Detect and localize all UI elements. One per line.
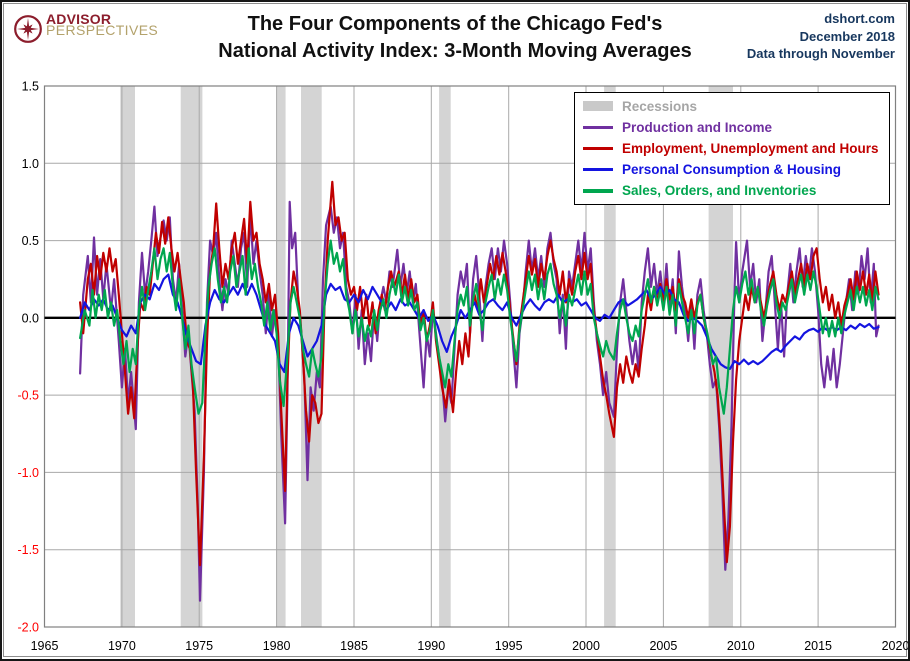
source-block: dshort.com December 2018 Data through No… xyxy=(747,10,895,63)
x-tick-label: 1995 xyxy=(495,639,523,653)
production-line-swatch xyxy=(583,125,613,130)
y-tick-label: -0.5 xyxy=(17,389,39,403)
x-tick-label: 1970 xyxy=(108,639,136,653)
x-tick-label: 1990 xyxy=(417,639,445,653)
recession-swatch xyxy=(583,101,613,112)
y-tick-label: -1.5 xyxy=(17,543,39,557)
legend-item-recessions: Recessions xyxy=(575,96,889,116)
legend-item-sales-orders: Sales, Orders, and Inventories xyxy=(575,181,889,201)
legend-item-production-and-income: Production and Income xyxy=(575,117,889,137)
logo-advisor-text: ADVISOR xyxy=(46,11,112,27)
chart-legend: Recessions Production and Income Employm… xyxy=(574,92,890,205)
x-tick-label: 2005 xyxy=(649,639,677,653)
title-line-2: National Activity Index: 3-Month Moving … xyxy=(218,40,692,62)
series-employment-unemployment-hours xyxy=(78,180,880,567)
x-tick-label: 1985 xyxy=(340,639,368,653)
compass-icon xyxy=(14,15,42,43)
page-title: The Four Components of the Chicago Fed's… xyxy=(152,11,758,65)
recession-band xyxy=(604,86,616,627)
y-tick-label: 0.5 xyxy=(22,234,39,248)
legend-item-personal-consumption: Personal Consumption & Housing xyxy=(575,160,889,180)
title-line-1: The Four Components of the Chicago Fed's xyxy=(247,13,663,35)
y-tick-label: -2.0 xyxy=(17,621,39,635)
x-tick-label: 2015 xyxy=(804,639,832,653)
x-tick-label: 1980 xyxy=(263,639,291,653)
legend-label-sales-orders: Sales, Orders, and Inventories xyxy=(622,183,817,199)
recession-band xyxy=(439,86,451,627)
x-tick-label: 2020 xyxy=(882,639,910,653)
logo-perspectives-text: PERSPECTIVES xyxy=(46,22,159,38)
legend-label-recessions: Recessions xyxy=(622,98,698,114)
legend-label-employment: Employment, Unemployment and Hours xyxy=(622,140,879,156)
source-note: Data through November xyxy=(746,46,895,61)
source-site: dshort.com xyxy=(824,11,895,26)
advisor-perspectives-logo: ADVISOR PERSPECTIVES xyxy=(13,11,159,44)
recession-band xyxy=(276,86,286,627)
plot-border xyxy=(43,85,897,628)
x-tick-label: 2010 xyxy=(727,639,755,653)
legend-label-personal-consumption: Personal Consumption & Housing xyxy=(622,162,842,178)
y-tick-label: 1.5 xyxy=(22,80,39,94)
personal-consumption-line-swatch xyxy=(583,167,613,172)
x-tick-label: 2000 xyxy=(572,639,600,653)
sales-orders-line-swatch xyxy=(583,189,613,193)
y-tick-label: 0.0 xyxy=(22,311,39,325)
y-tick-label: -1.0 xyxy=(17,466,39,480)
y-tick-label: 1.0 xyxy=(22,157,39,171)
employment-line-swatch xyxy=(583,146,613,151)
x-tick-label: 1965 xyxy=(31,639,59,653)
legend-label-production: Production and Income xyxy=(622,119,773,135)
logo-wordmark: ADVISOR PERSPECTIVES xyxy=(46,11,159,38)
x-tick-label: 1975 xyxy=(185,639,213,653)
series-sales-orders-inventories xyxy=(78,239,880,415)
legend-item-employment: Employment, Unemployment and Hours xyxy=(575,138,889,158)
source-date: December 2018 xyxy=(799,28,895,44)
